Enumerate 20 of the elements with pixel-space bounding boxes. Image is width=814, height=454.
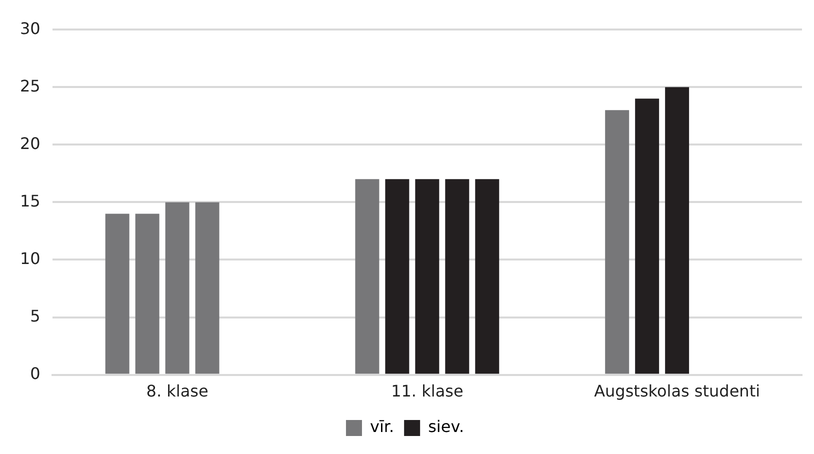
y-tick-label: 15: [20, 191, 40, 210]
bar: [385, 179, 410, 374]
y-tick-label: 5: [30, 306, 40, 326]
bar: [105, 214, 130, 374]
bar: [635, 98, 660, 374]
bar: [665, 87, 690, 374]
x-tick-label: 8. klase: [146, 382, 208, 401]
y-tick-label: 30: [20, 18, 40, 38]
x-tick-label: 11. klase: [391, 382, 464, 401]
bar: [605, 110, 630, 374]
legend-label: siev.: [428, 417, 464, 436]
y-tick-label: 25: [20, 76, 40, 96]
y-tick-label: 10: [20, 248, 40, 268]
y-tick-label: 0: [30, 364, 40, 383]
bar: [475, 179, 500, 374]
bar: [415, 179, 440, 374]
bar: [355, 179, 380, 374]
y-tick-label: 20: [20, 134, 40, 153]
legend-label: vīr.: [370, 417, 394, 436]
x-tick-label: Augstskolas studenti: [594, 382, 760, 401]
